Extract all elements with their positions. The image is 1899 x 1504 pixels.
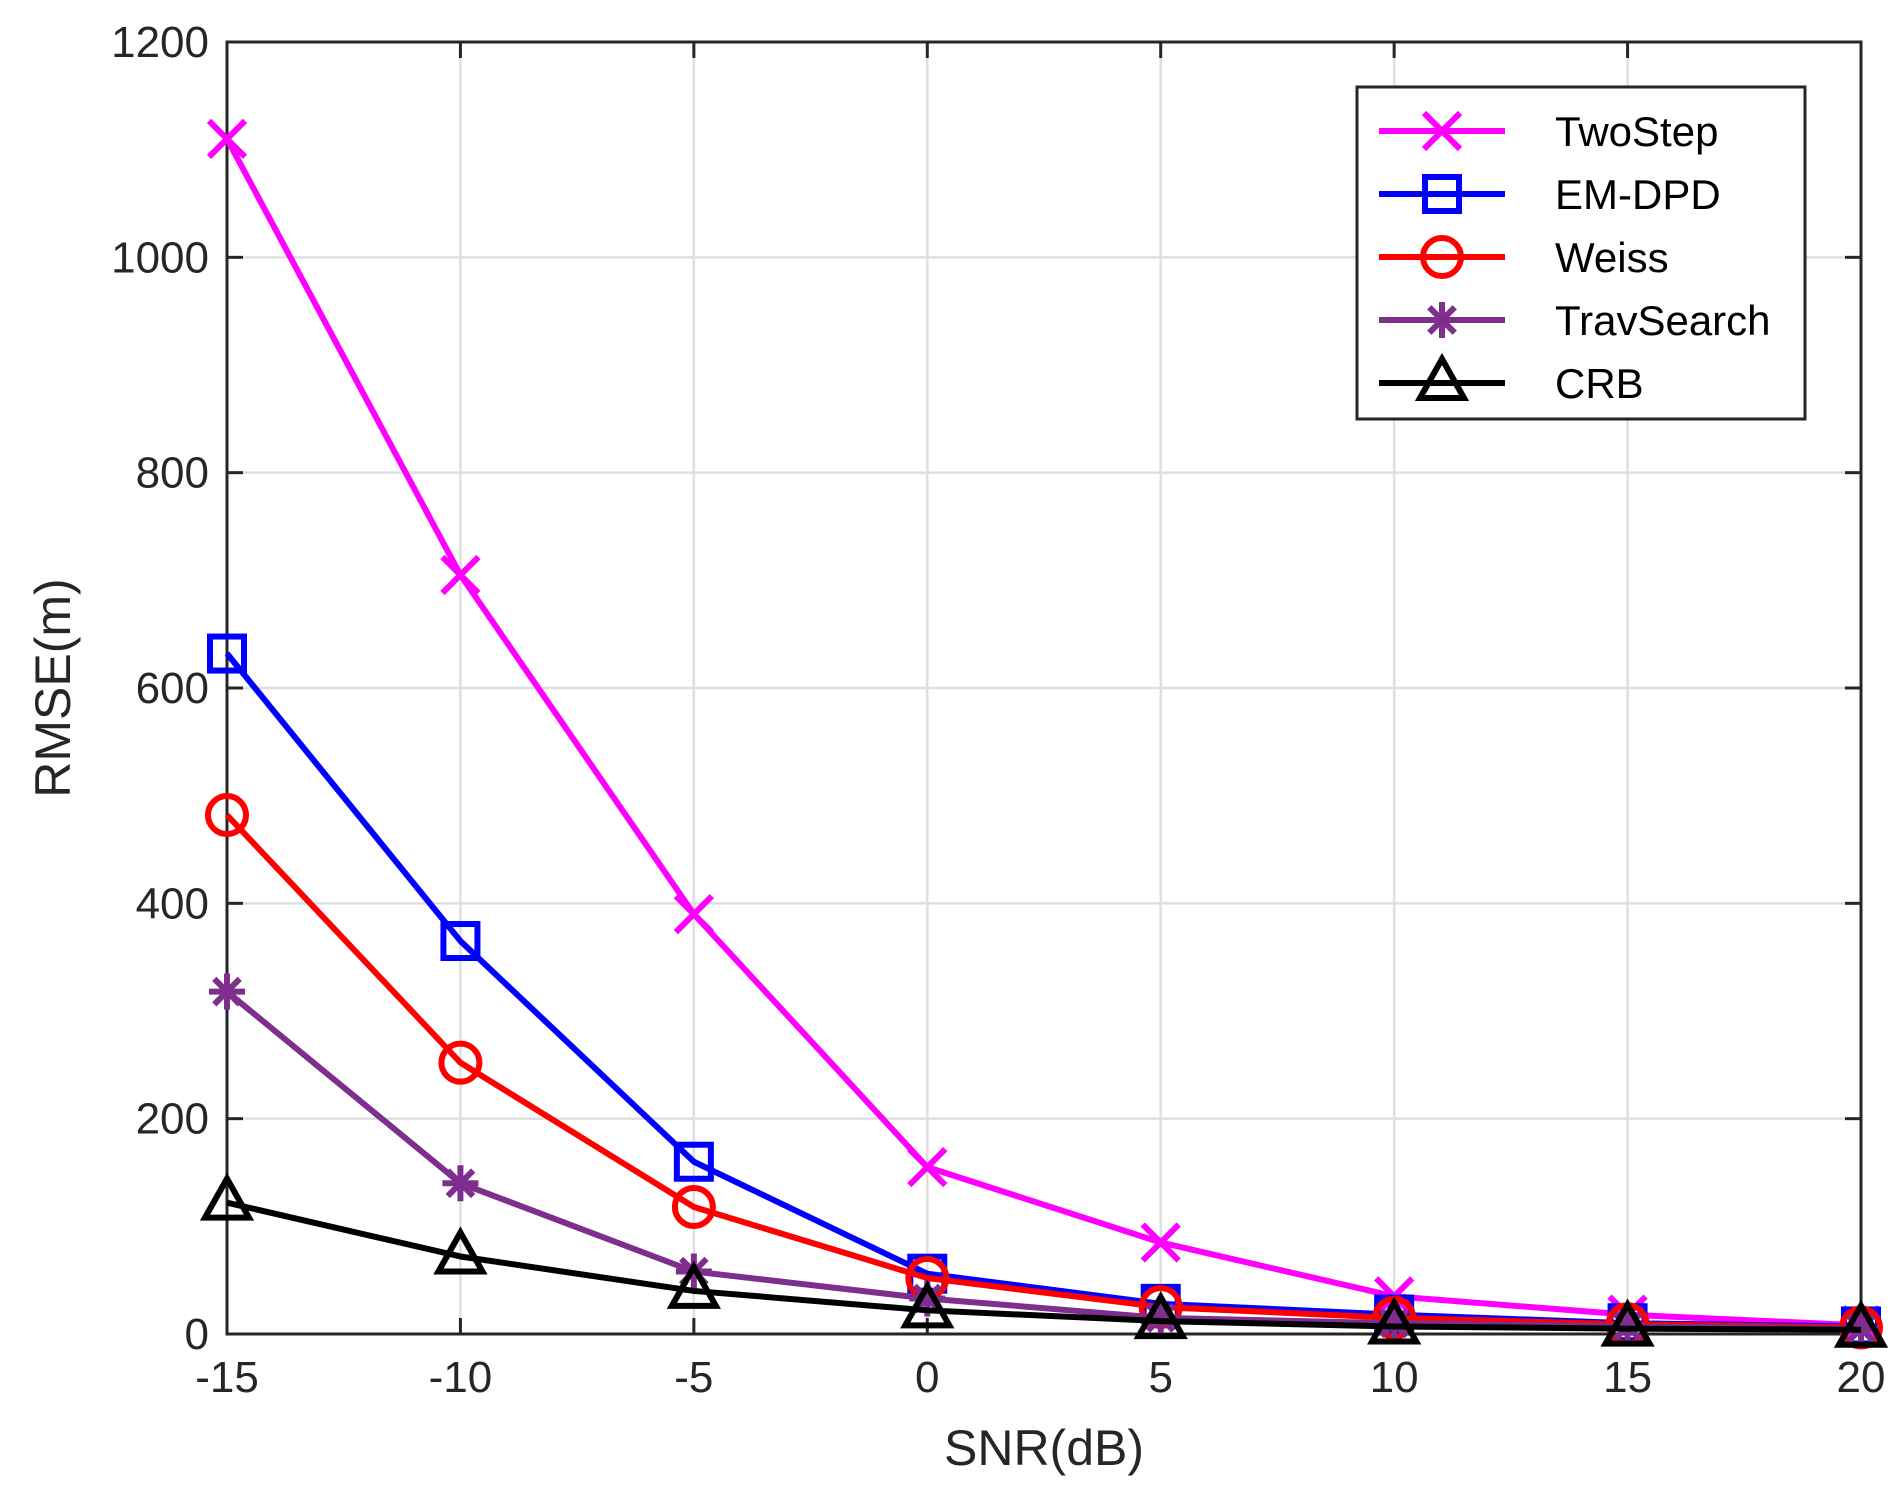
legend-marker <box>1420 235 1464 279</box>
data-point-marker <box>1833 1299 1889 1348</box>
legend-label: Weiss <box>1555 234 1669 281</box>
data-point-marker <box>673 1141 714 1182</box>
data-point-marker <box>1140 1222 1181 1263</box>
data-point-marker <box>433 1226 488 1275</box>
data-point-marker <box>1133 1290 1188 1340</box>
data-point-marker <box>1376 1305 1413 1342</box>
legend-marker <box>1422 174 1462 214</box>
x-tick-label: -5 <box>674 1353 713 1402</box>
data-point-marker <box>207 633 247 674</box>
legend-label: EM-DPD <box>1555 171 1721 218</box>
legend-item: EM-DPD <box>1379 171 1721 218</box>
data-point-marker <box>199 1172 255 1221</box>
y-tick-label: 1000 <box>111 233 209 282</box>
y-tick-label: 400 <box>136 879 209 928</box>
legend-marker <box>1414 352 1470 401</box>
x-tick-label: 5 <box>1148 1353 1172 1402</box>
data-point-marker <box>1600 1298 1655 1347</box>
legend-item: TravSearch <box>1379 297 1771 344</box>
legend-item: Weiss <box>1379 234 1669 281</box>
x-tick-label: -15 <box>195 1353 259 1402</box>
y-tick-label: 800 <box>136 449 209 498</box>
x-tick-label: 20 <box>1837 1353 1886 1402</box>
data-point-marker <box>909 1280 946 1317</box>
legend-label: TravSearch <box>1555 297 1771 344</box>
data-point-marker <box>666 1260 721 1309</box>
legend-item: TwoStep <box>1379 108 1718 155</box>
legend-label: CRB <box>1555 360 1644 407</box>
data-point-marker <box>1142 1299 1179 1336</box>
y-tick-label: 1200 <box>111 18 209 67</box>
legend: TwoStep EM-DPD Weiss TravSearch CRB <box>1355 85 1807 421</box>
data-point-marker <box>442 1165 479 1202</box>
series-crb <box>199 1172 1889 1348</box>
legend-box <box>1355 85 1807 421</box>
data-point-marker <box>1367 1296 1422 1345</box>
data-point-marker <box>209 973 245 1010</box>
data-point-marker <box>671 1184 716 1229</box>
series-layer <box>199 118 1889 1350</box>
x-tick-label: 15 <box>1603 1353 1652 1402</box>
y-axis-label: RMSE(m) <box>25 578 81 797</box>
y-tick-label: 200 <box>136 1095 209 1144</box>
y-tick-label: 0 <box>185 1310 209 1359</box>
series-line <box>226 1199 1862 1333</box>
legend-marker <box>1424 302 1460 338</box>
legend-label: TwoStep <box>1555 108 1718 155</box>
x-tick-label: 0 <box>915 1353 939 1402</box>
data-point-marker <box>673 893 714 935</box>
x-tick-label: 10 <box>1370 1353 1419 1402</box>
legend-marker <box>1421 110 1463 152</box>
legend-item: CRB <box>1379 352 1644 407</box>
x-tick-label: -10 <box>429 1353 493 1402</box>
series-line <box>224 137 1862 1329</box>
data-point-marker <box>440 554 481 596</box>
data-point-marker <box>205 793 249 838</box>
data-point-marker <box>438 1040 483 1085</box>
data-point-marker <box>440 921 481 962</box>
data-point-marker <box>206 118 248 160</box>
data-point-marker <box>907 1146 948 1188</box>
x-axis-label: SNR(dB) <box>944 1420 1144 1476</box>
y-tick-label: 600 <box>136 664 209 713</box>
data-point-marker <box>900 1280 955 1329</box>
